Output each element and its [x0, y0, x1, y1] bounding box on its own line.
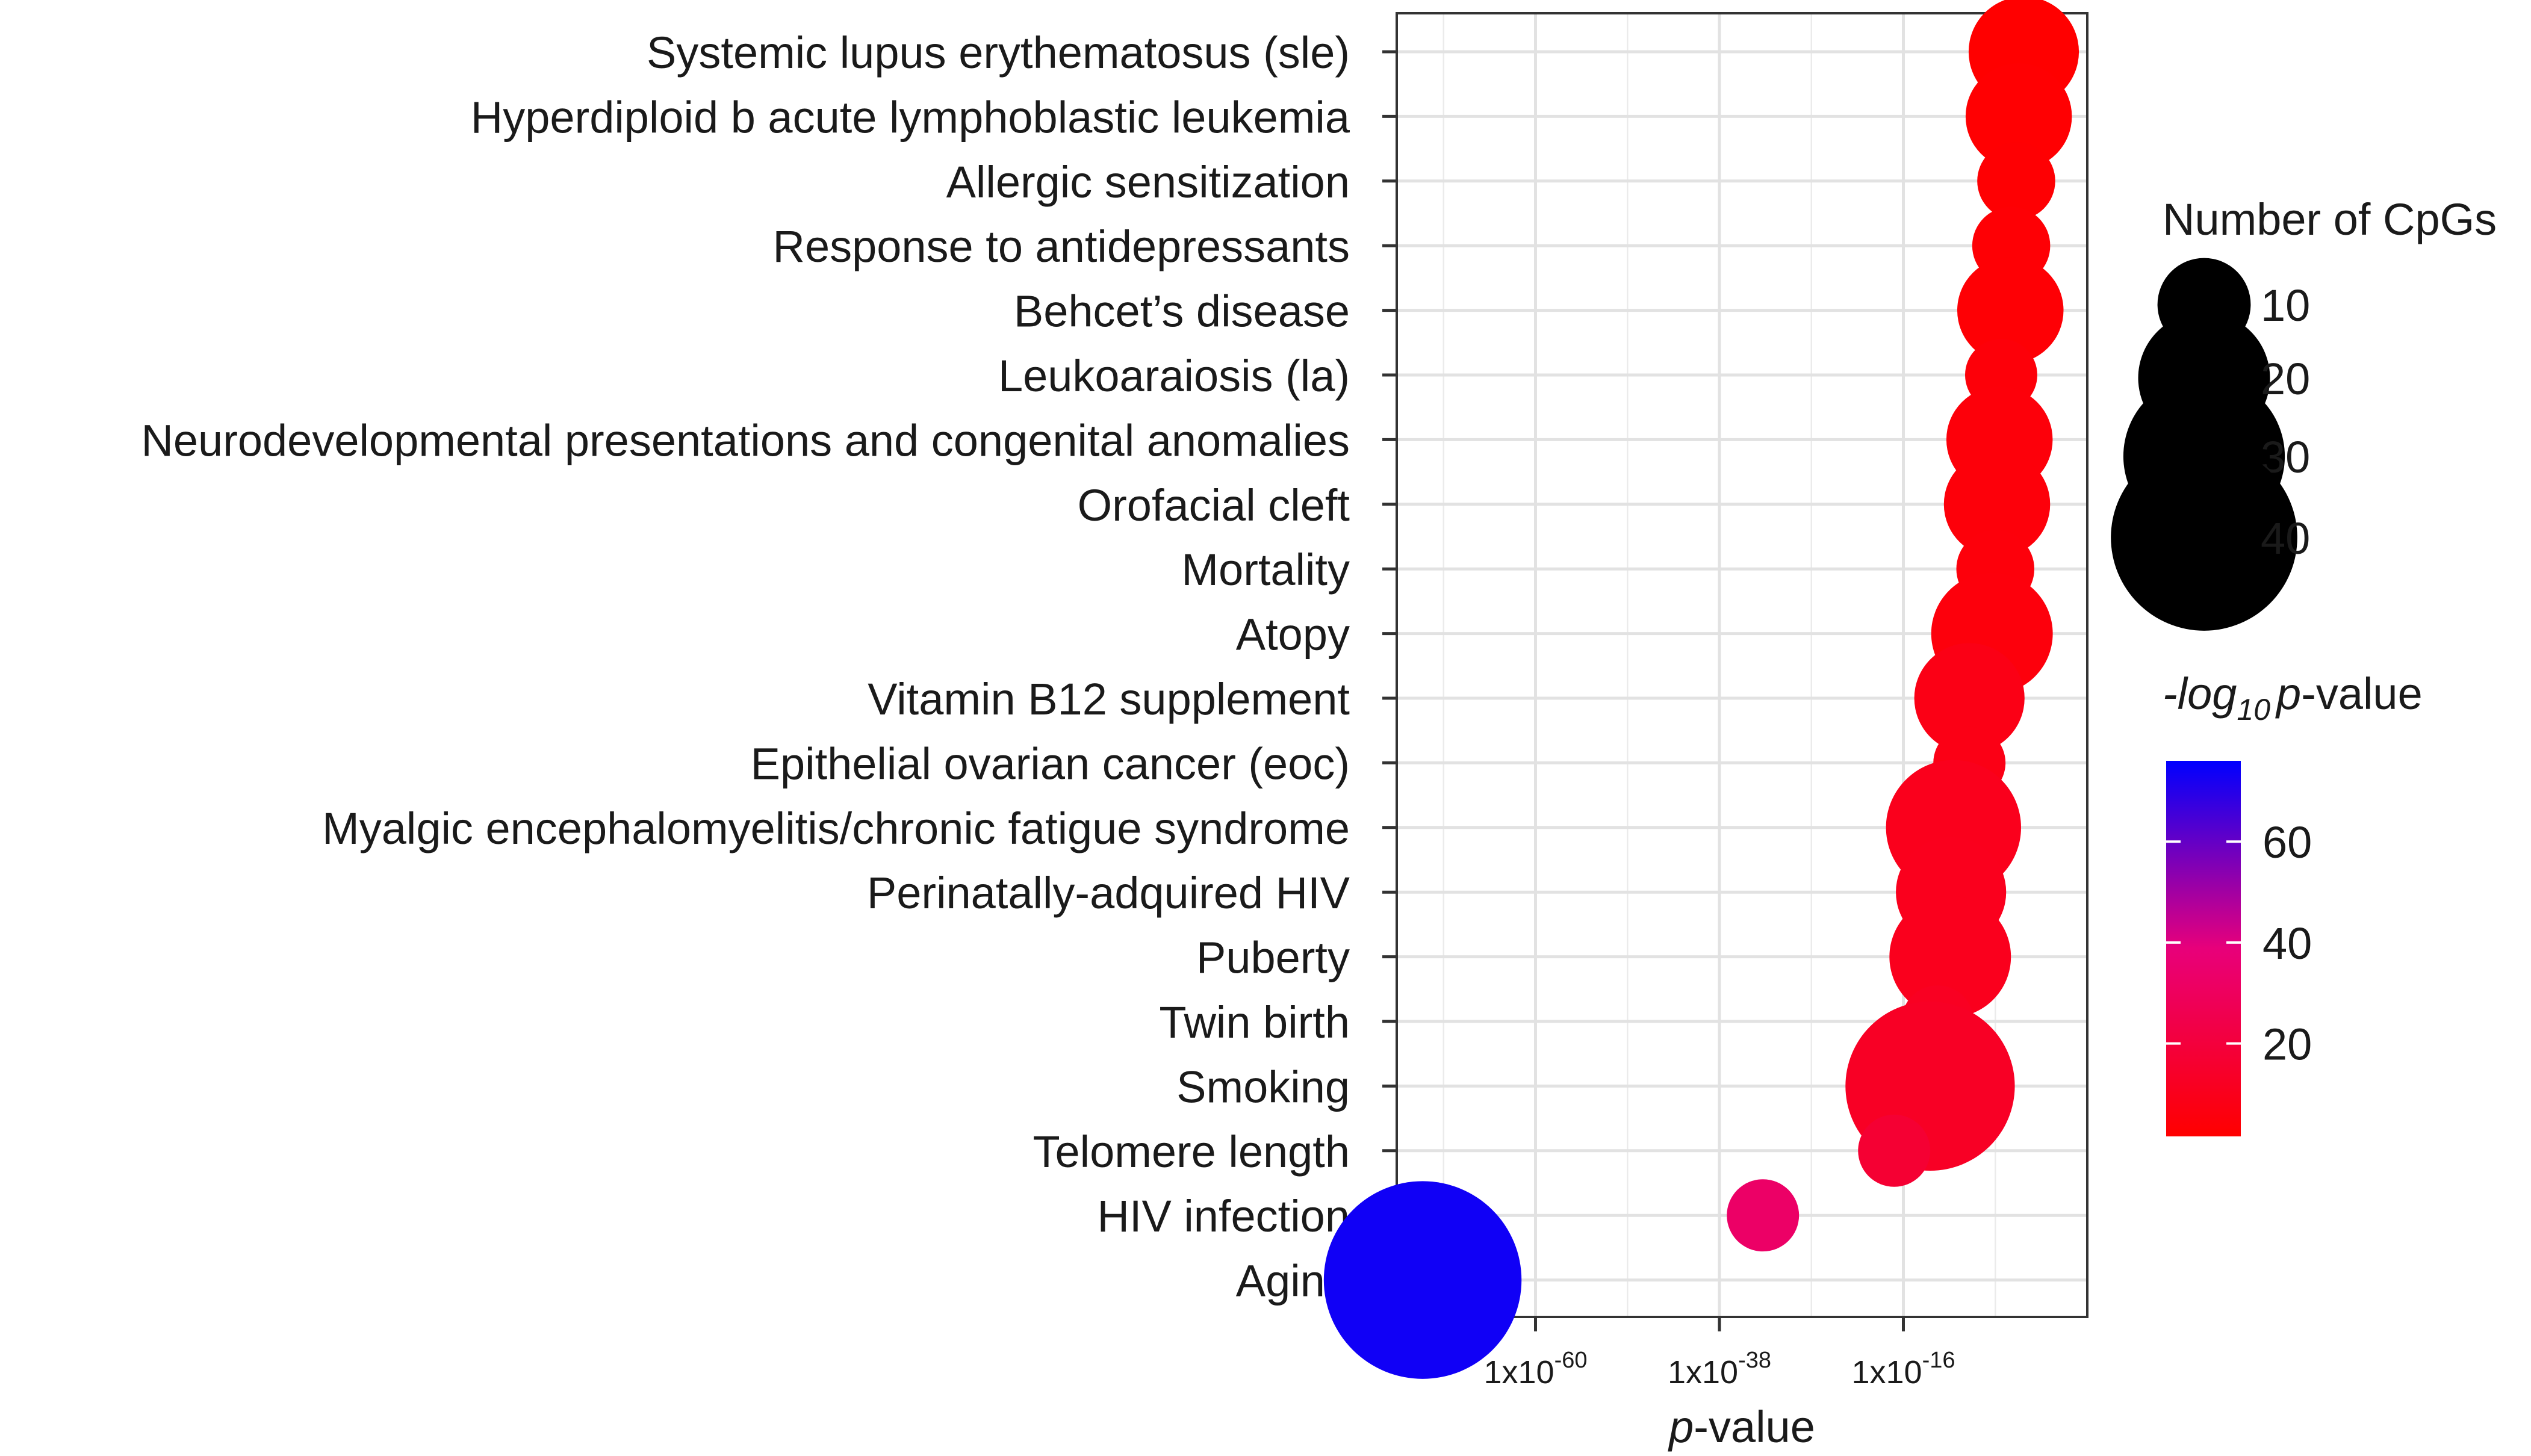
x-tick-label: 1x10-38	[1668, 1348, 1771, 1390]
y-tick-label: Telomere length	[1033, 1127, 1350, 1177]
x-tick-label: 1x10-60	[1483, 1348, 1587, 1390]
size-legend-symbol	[2111, 444, 2297, 631]
y-tick-label: Allergic sensitization	[946, 157, 1350, 207]
y-tick-label: Atopy	[1236, 610, 1350, 660]
data-point	[1727, 1179, 1800, 1252]
colorbar-tick-label: 40	[2262, 919, 2312, 968]
data-point	[1889, 896, 2011, 1018]
y-tick-label: Behcet’s disease	[1014, 287, 1350, 336]
color-legend: -log10 p-value 20 40 60	[2163, 669, 2423, 1136]
y-tick-label: Leukoaraiosis (la)	[998, 351, 1350, 401]
y-axis: Systemic lupus erythematosus (sle) Hyperd…	[141, 28, 1397, 1306]
y-tick-label: Systemic lupus erythematosus (sle)	[647, 28, 1350, 78]
data-point	[1957, 257, 2064, 364]
plot-border	[1396, 12, 2088, 1318]
data-point	[1858, 1114, 1931, 1187]
y-tick-label: Puberty	[1196, 933, 1350, 983]
y-tick-label: Twin birth	[1159, 997, 1350, 1047]
data-point	[1977, 142, 2055, 220]
x-tick-label: 1x10-16	[1851, 1348, 1955, 1390]
colorbar	[2166, 761, 2241, 1136]
y-tick-label: Vitamin B12 supplement	[868, 674, 1350, 724]
colorbar-tick-label: 60	[2262, 817, 2312, 867]
color-legend-title: -log10 p-value	[2163, 669, 2423, 726]
data-point	[1943, 451, 2051, 558]
y-tick-label: Neurodevelopmental presentations and con…	[141, 415, 1350, 465]
y-tick-label: Orofacial cleft	[1078, 480, 1350, 530]
data-point	[1965, 63, 2072, 170]
size-legend-label: 10	[2261, 280, 2310, 330]
x-axis: 1x10-60 1x10-38 1x10-16	[1483, 1317, 1955, 1390]
data-point	[1323, 1181, 1522, 1379]
size-legend-label: 20	[2261, 354, 2310, 404]
y-tick-label: HIV infection	[1097, 1191, 1350, 1241]
y-tick-label: Hyperdiploid b acute lymphoblastic leuke…	[471, 92, 1350, 142]
y-tick-label: Mortality	[1181, 545, 1350, 595]
size-legend-label: 40	[2261, 513, 2310, 563]
y-tick-label: Response to antidepressants	[773, 221, 1350, 271]
data-points	[1323, 0, 2079, 1379]
data-point	[1914, 643, 2025, 754]
y-tick-label: Myalgic encephalomyelitis/chronic fatigu…	[322, 804, 1350, 853]
size-legend-title: Number of CpGs	[2163, 194, 2497, 244]
colorbar-tick-label: 20	[2262, 1020, 2312, 1070]
x-axis-title: p-value	[1668, 1402, 1815, 1452]
y-tick-label: Perinatally-adquired HIV	[867, 868, 1350, 918]
y-tick-label: Smoking	[1176, 1062, 1350, 1112]
y-tick-label: Epithelial ovarian cancer (eoc)	[751, 739, 1350, 788]
x-axis-title-text: p-value	[1668, 1402, 1815, 1452]
